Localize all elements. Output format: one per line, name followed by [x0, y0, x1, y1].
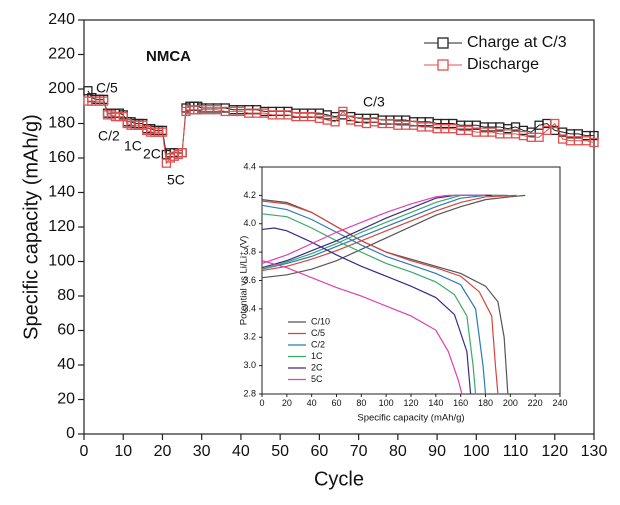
annotation: C/3	[363, 94, 385, 110]
y-tick-label: 0	[66, 425, 75, 442]
x-tick-label: 120	[403, 398, 418, 408]
x-axis-label: Specific capacity (mAh/g)	[357, 413, 464, 424]
plot-frame	[261, 166, 561, 395]
legend-label: 2C	[311, 362, 323, 372]
x-tick-label: 130	[581, 443, 608, 460]
x-tick-label: 20	[282, 398, 292, 408]
y-tick-label: 200	[48, 80, 75, 97]
annotation: 2C	[143, 146, 161, 162]
x-tick-label: 240	[552, 398, 567, 408]
y-tick-label: 100	[48, 253, 75, 270]
y-tick-label: 4.4	[243, 161, 256, 171]
x-tick-label: 10	[114, 443, 132, 460]
x-tick-label: 20	[154, 443, 172, 460]
marker	[98, 96, 109, 106]
y-tick-label: 160	[48, 149, 75, 166]
annotation: C/2	[98, 128, 120, 144]
series-line	[261, 200, 499, 395]
x-tick-label: 50	[271, 443, 289, 460]
x-tick-label: 60	[310, 443, 328, 460]
series-line	[261, 194, 517, 272]
legend-marker	[437, 59, 449, 71]
plot-1: 0 20 40 60 80 100 120 140 160 180 200 220 240 2.8 3.0 3…	[239, 161, 568, 423]
series-line	[261, 260, 463, 395]
x-tick-label: 200	[503, 398, 518, 408]
y-tick-label: 3.4	[243, 303, 256, 313]
legend-label: 1C	[311, 351, 323, 361]
x-axis-label: Cycle	[314, 468, 364, 490]
y-tick-label: 40	[57, 356, 75, 373]
marker	[589, 130, 599, 141]
y-tick-label: 180	[48, 115, 75, 132]
marker	[542, 125, 552, 136]
legend-label: 5C	[311, 374, 323, 384]
y-tick-label: 4.2	[243, 190, 256, 200]
x-tick-label: 40	[232, 443, 250, 460]
legend-label: Charge at C/3	[467, 34, 567, 51]
legend-label: Discharge	[467, 56, 539, 73]
y-tick-label: 3.2	[243, 332, 256, 342]
y-tick-label: 3.6	[243, 275, 256, 285]
y-tick-label: 220	[48, 46, 75, 63]
x-tick-label: 140	[428, 398, 443, 408]
y-tick-label: 140	[48, 184, 75, 201]
x-tick-label: 60	[331, 398, 341, 408]
x-tick-label: 0	[259, 398, 264, 408]
x-tick-label: 220	[528, 398, 543, 408]
x-tick-label: 110	[503, 443, 529, 460]
annotation: 1C	[124, 138, 142, 154]
annotation: C/5	[96, 80, 118, 96]
x-tick-label: 160	[453, 398, 468, 408]
y-tick-label: 4.0	[243, 218, 256, 228]
x-tick-label: 80	[356, 398, 366, 408]
legend-label: C/10	[311, 316, 330, 326]
series-line	[261, 194, 498, 270]
annotation: NMCA	[146, 48, 191, 65]
x-tick-label: 100	[463, 443, 490, 460]
marker	[589, 137, 599, 148]
series-line	[261, 204, 487, 395]
y-tick-label: 120	[48, 218, 75, 235]
x-tick-label: 120	[541, 443, 568, 460]
marker	[550, 118, 560, 129]
y-tick-label: 240	[48, 11, 75, 28]
x-tick-label: 40	[307, 398, 317, 408]
series-line	[261, 194, 486, 265]
marker	[534, 132, 544, 142]
series-line	[261, 194, 508, 270]
marker	[157, 127, 168, 137]
y-tick-label: 2.8	[243, 388, 256, 398]
y-axis-label: Potential vs Li/Li⁺ (V)	[239, 236, 250, 326]
series-line	[261, 213, 477, 395]
legend-label: C/5	[311, 328, 325, 338]
x-tick-label: 180	[478, 398, 493, 408]
series-line	[261, 194, 526, 279]
series-line	[261, 194, 492, 269]
x-tick-label: 100	[379, 398, 394, 408]
x-tick-label: 90	[428, 443, 446, 460]
y-axis-label: Specific capacity (mAh/g)	[20, 114, 42, 340]
legend-label: C/2	[311, 339, 325, 349]
marker	[330, 117, 340, 127]
y-tick-label: 80	[57, 287, 75, 304]
y-tick-label: 20	[57, 391, 75, 408]
x-tick-label: 0	[80, 443, 89, 460]
y-tick-label: 3.8	[243, 247, 256, 257]
annotation: 5C	[167, 172, 185, 188]
y-tick-label: 60	[57, 322, 75, 339]
legend-marker	[437, 37, 449, 49]
marker	[338, 106, 348, 117]
x-tick-label: 70	[350, 443, 368, 460]
series-line	[261, 227, 472, 395]
x-tick-label: 80	[389, 443, 407, 460]
y-tick-label: 3.0	[243, 360, 256, 370]
marker	[177, 148, 187, 158]
x-tick-label: 30	[193, 443, 211, 460]
